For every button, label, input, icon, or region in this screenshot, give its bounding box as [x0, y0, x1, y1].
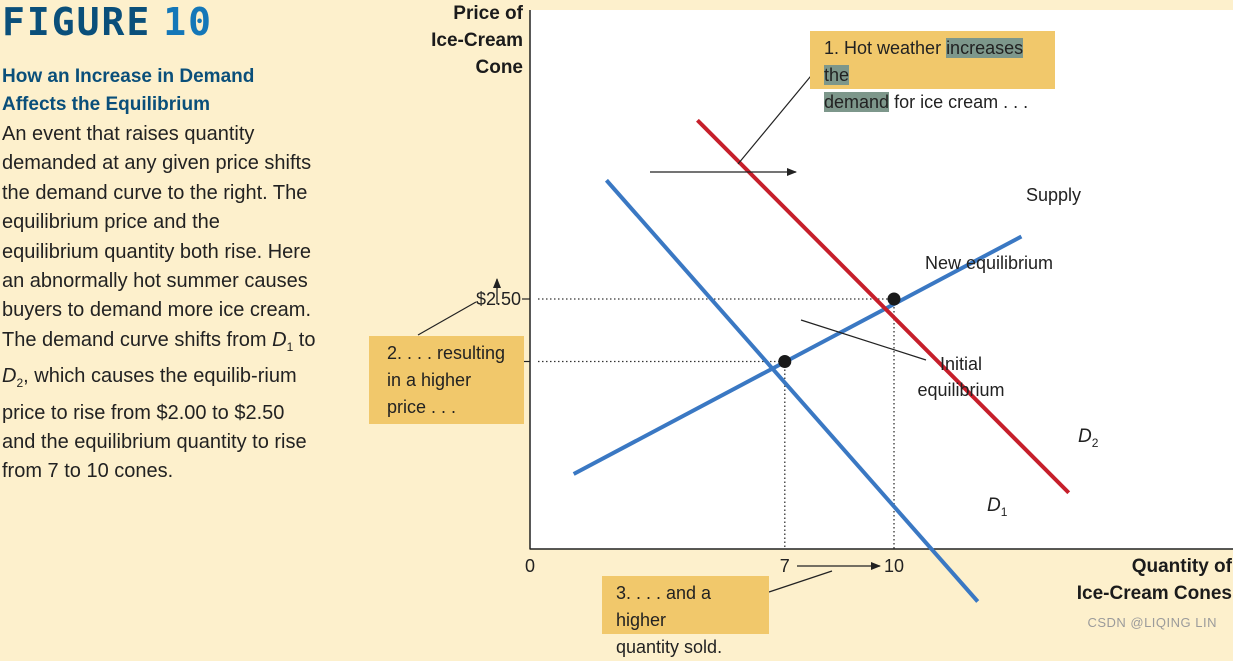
x-tick-label: 0 — [525, 556, 535, 576]
initial-equilibrium-point — [778, 355, 792, 368]
figure-subtitle: How an Increase in Demand Affects the Eq… — [2, 66, 255, 115]
note1-text-pre: 1. Hot weather — [824, 38, 947, 58]
d1-label-sub: 1 — [1001, 505, 1008, 519]
initial-equilibrium-label-line: Initial — [940, 354, 982, 374]
watermark: CSDN @LIQING LIN — [1087, 615, 1217, 630]
d2-label: D2 — [1078, 426, 1099, 450]
d2-label-sub: 2 — [1092, 436, 1099, 450]
body-d1-var: D — [272, 328, 287, 351]
x-tick-label: 10 — [884, 556, 904, 576]
d2-curve — [696, 118, 1071, 495]
d1-curve — [604, 178, 980, 603]
d1-label: D1 — [987, 495, 1008, 519]
d2-label-var: D — [1078, 426, 1092, 447]
supply-curve — [572, 234, 1023, 476]
initial-equilibrium-leader — [800, 319, 927, 361]
new-equilibrium-label: New equilibrium — [925, 253, 1053, 273]
note3-leader — [768, 570, 833, 593]
note1-highlight-b: demand — [824, 92, 890, 112]
y-tick-label: $2.50 — [476, 289, 521, 309]
supply-label: Supply — [1026, 185, 1081, 205]
body-text-3: , which causes the equilib-rium price to… — [2, 365, 307, 483]
new-equilibrium-point — [887, 292, 901, 306]
note1-text-post: for ice cream . . . — [889, 92, 1029, 112]
x-tick-label: 7 — [780, 556, 790, 576]
annotation-higher-quantity: 3. . . . and a higher quantity sold. — [602, 576, 769, 657]
annotation-hot-weather: 1. Hot weather increases the demand for i… — [810, 31, 1055, 112]
figure-body: An event that raises quantity demanded a… — [2, 120, 322, 487]
body-d2-sub: 2 — [16, 376, 24, 391]
initial-equilibrium-label: Initial equilibrium — [917, 354, 1004, 400]
body-text-1: An event that raises quantity demanded a… — [2, 123, 312, 351]
annotation-higher-price: 2. . . . resulting in a higher price . .… — [369, 336, 524, 424]
note2-leader — [417, 301, 477, 336]
initial-equilibrium-label-line: equilibrium — [917, 380, 1004, 400]
body-text-2: to — [293, 328, 316, 351]
y-axis-title: Price of Ice-Cream Cone — [431, 3, 523, 78]
figure-title: FIGURE 10 — [2, 0, 213, 44]
body-d2-var: D — [2, 365, 17, 388]
note1-leader — [737, 64, 821, 165]
d1-label-var: D — [987, 495, 1001, 516]
body-d1-sub: 1 — [286, 339, 294, 354]
figure-number: 10 — [163, 0, 214, 44]
x-axis-title: Quantity of Ice-Cream Cones — [1076, 556, 1232, 604]
figure-label: FIGURE — [2, 0, 152, 44]
